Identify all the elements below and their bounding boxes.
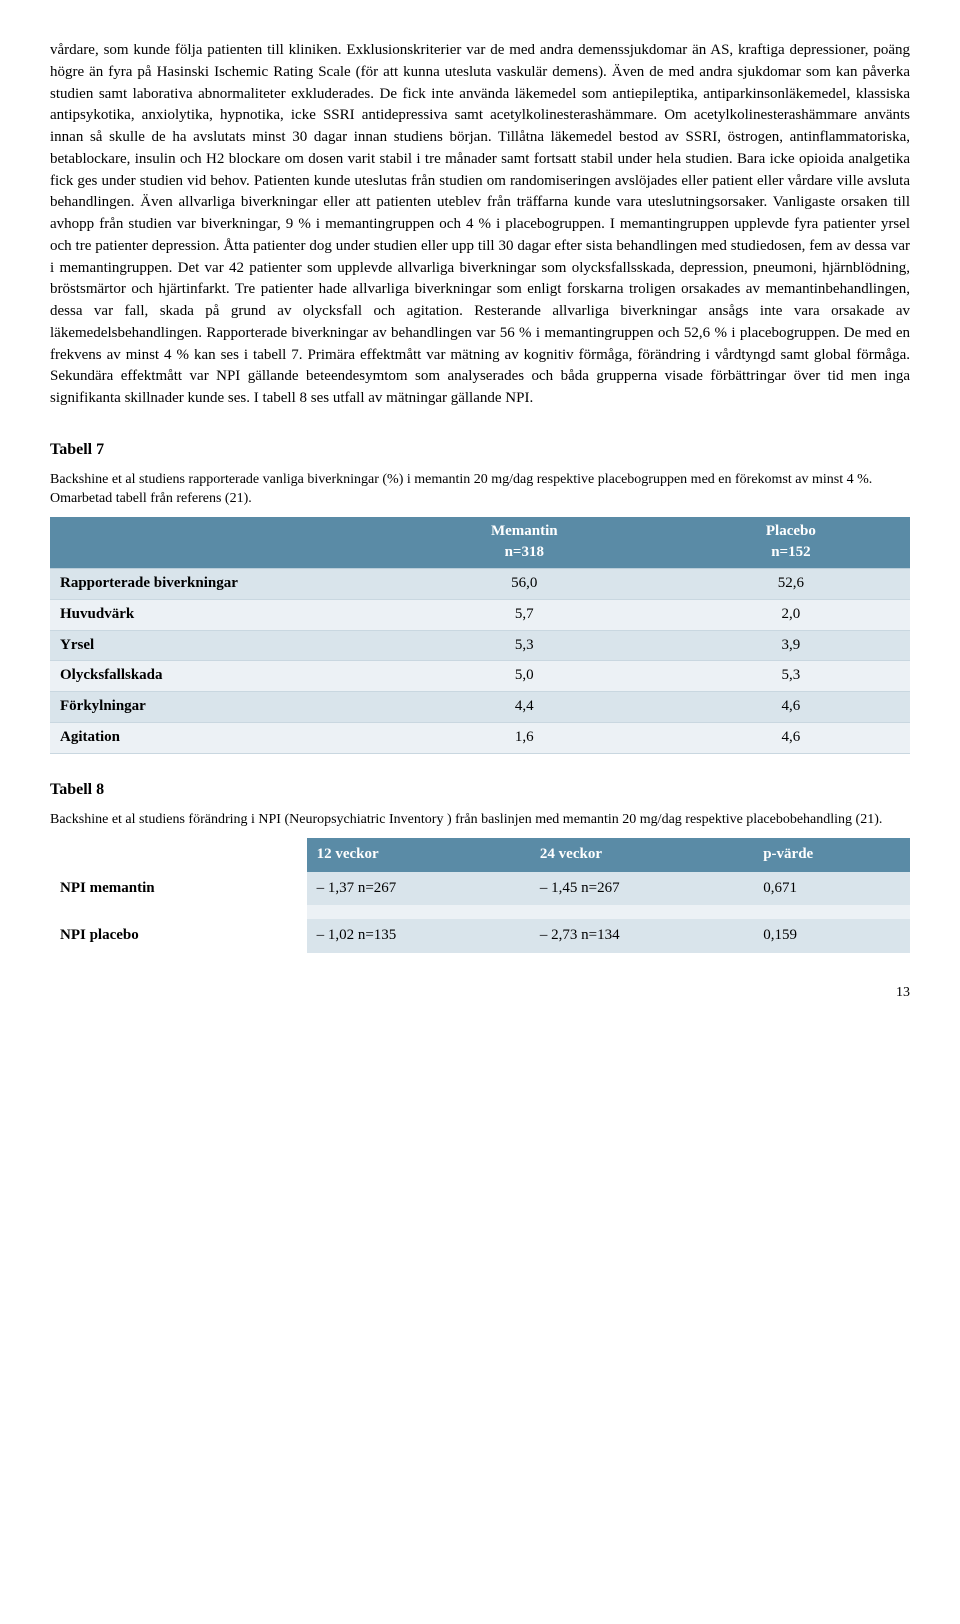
page-number: 13 [50,983,910,1003]
table8-heading: Tabell 8 [50,778,910,801]
cell-value: 0,671 [753,872,910,906]
table-row: Förkylningar 4,4 4,6 [50,692,910,723]
table7-col3-title: Placebo [766,523,816,539]
table7: Memantin n=318 Placebo n=152 Rapporterad… [50,517,910,754]
cell-label: Rapporterade biverkningar [50,569,377,600]
cell-value: – 1,02 n=135 [307,919,530,953]
table-row: Agitation 1,6 4,6 [50,722,910,753]
cell-label: Olycksfallskada [50,661,377,692]
cell-value: 52,6 [672,569,910,600]
cell-value: 5,0 [377,661,672,692]
cell-value: 5,7 [377,599,672,630]
table-row: Huvudvärk 5,7 2,0 [50,599,910,630]
table7-col3-sub: n=152 [682,542,900,564]
table7-header-placebo: Placebo n=152 [672,517,910,569]
cell-label: Huvudvärk [50,599,377,630]
cell-value: 56,0 [377,569,672,600]
cell-label: NPI memantin [50,872,307,906]
table7-caption: Backshine et al studiens rapporterade va… [50,471,910,509]
table7-col2-title: Memantin [491,523,558,539]
table8-header-blank [50,838,307,872]
cell-value: – 2,73 n=134 [530,919,753,953]
table7-header-memantin: Memantin n=318 [377,517,672,569]
table-row: Yrsel 5,3 3,9 [50,630,910,661]
table7-col2-sub: n=318 [387,542,662,564]
cell-value: 1,6 [377,722,672,753]
cell-value: 2,0 [672,599,910,630]
cell-value: 0,159 [753,919,910,953]
cell-value: 4,4 [377,692,672,723]
cell-label: Förkylningar [50,692,377,723]
table8: 12 veckor 24 veckor p-värde NPI memantin… [50,838,910,953]
table-gap-row [50,905,910,919]
body-paragraph: vårdare, som kunde följa patienten till … [50,40,910,410]
table8-header-24v: 24 veckor [530,838,753,872]
table8-header-pvalue: p-värde [753,838,910,872]
cell-value: 3,9 [672,630,910,661]
cell-value: – 1,45 n=267 [530,872,753,906]
table-row: NPI placebo – 1,02 n=135 – 2,73 n=134 0,… [50,919,910,953]
table7-header-blank [50,517,377,569]
table8-caption: Backshine et al studiens förändring i NP… [50,811,910,830]
table8-header-12v: 12 veckor [307,838,530,872]
cell-value: 4,6 [672,722,910,753]
cell-value: – 1,37 n=267 [307,872,530,906]
table-row: NPI memantin – 1,37 n=267 – 1,45 n=267 0… [50,872,910,906]
cell-label: NPI placebo [50,919,307,953]
cell-value: 4,6 [672,692,910,723]
table7-heading: Tabell 7 [50,438,910,461]
cell-value: 5,3 [377,630,672,661]
table-row: Olycksfallskada 5,0 5,3 [50,661,910,692]
cell-label: Agitation [50,722,377,753]
cell-value: 5,3 [672,661,910,692]
cell-label: Yrsel [50,630,377,661]
table-row: Rapporterade biverkningar 56,0 52,6 [50,569,910,600]
